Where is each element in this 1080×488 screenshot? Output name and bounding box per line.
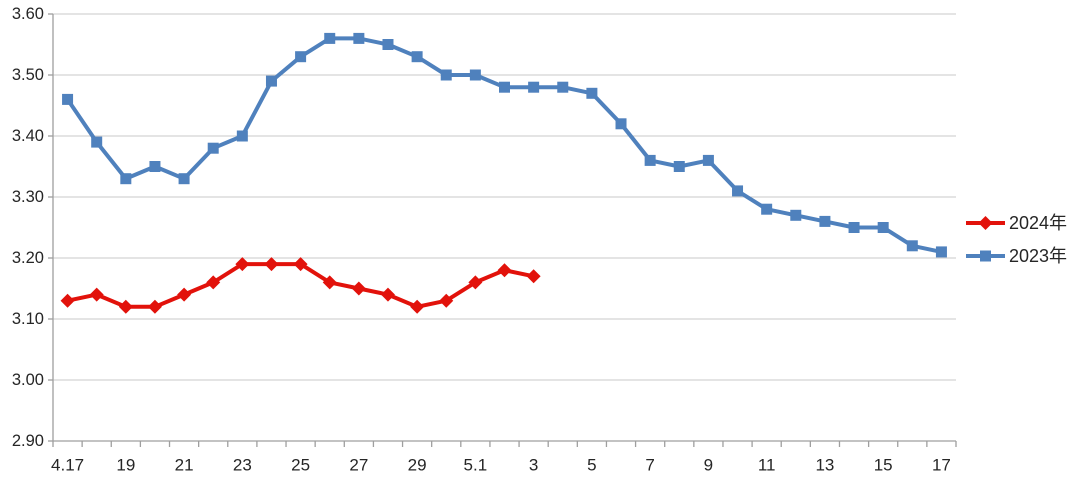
data-point-marker [207, 142, 219, 154]
data-point-marker [235, 257, 250, 272]
data-point-marker [147, 299, 162, 314]
data-point-marker [91, 136, 103, 148]
x-axis-labels: 4.17 19 21 23 25 27 29 5.1 3 5 7 9 11 13 15 17 [51, 456, 951, 475]
y-axis-label: 3.50 [12, 66, 44, 84]
data-point-marker [206, 275, 221, 290]
data-point-marker [382, 39, 394, 50]
legend-label-2023: 2023年 [1009, 246, 1067, 266]
data-point-marker [557, 81, 569, 93]
data-point-marker [295, 51, 307, 63]
y-axis-label: 3.20 [12, 249, 44, 267]
data-point-marker [293, 257, 308, 272]
x-axis-label: 25 [291, 456, 310, 475]
data-point-marker [819, 215, 831, 227]
series-2024 [60, 257, 541, 314]
data-point-marker [410, 299, 425, 314]
data-point-marker [60, 293, 75, 308]
x-axis-label: 7 [645, 456, 654, 475]
data-point-marker [906, 240, 918, 252]
data-point-marker [440, 69, 452, 81]
series-2023 [62, 32, 947, 258]
x-axis-label: 4.17 [51, 456, 84, 475]
data-point-marker [673, 161, 685, 172]
data-point-marker [177, 287, 192, 302]
y-axis-label: 2.90 [12, 432, 44, 450]
data-point-marker [149, 161, 161, 172]
data-point-marker [497, 263, 512, 278]
data-point-marker [439, 293, 454, 308]
x-axis-label: 9 [704, 456, 713, 475]
data-point-marker [120, 173, 132, 185]
data-point-marker [324, 32, 336, 44]
data-point-marker [586, 87, 598, 99]
x-axis-label: 29 [408, 456, 427, 475]
x-axis-label: 19 [116, 456, 135, 475]
y-axis-label: 3.40 [12, 127, 44, 145]
data-point-marker [877, 222, 889, 233]
data-point-marker [265, 75, 277, 87]
y-axis-label: 3.30 [12, 188, 44, 206]
x-axis-label: 23 [233, 456, 252, 475]
x-axis-label: 13 [815, 456, 834, 475]
axes [48, 13, 957, 447]
data-point-marker [89, 287, 104, 302]
y-axis-labels: 3.60 3.50 3.40 3.30 3.20 3.10 3.00 2.90 [12, 5, 44, 450]
y-axis-label: 3.60 [12, 5, 44, 23]
data-point-marker [62, 93, 74, 105]
x-axis-label: 5 [587, 456, 596, 475]
data-point-marker [761, 203, 773, 215]
data-point-marker [790, 209, 802, 221]
x-axis-label: 27 [349, 456, 368, 475]
data-point-marker [848, 222, 860, 233]
data-point-marker [702, 154, 714, 166]
data-point-marker [615, 118, 627, 130]
x-axis-label: 21 [175, 456, 194, 475]
x-axis-label: 17 [932, 456, 951, 475]
data-point-marker [236, 130, 248, 142]
x-axis-label: 5.1 [464, 456, 488, 475]
data-point-marker [980, 250, 991, 262]
data-point-marker [411, 51, 423, 63]
data-point-marker [468, 275, 483, 290]
data-point-marker [353, 32, 365, 44]
gridlines [53, 13, 956, 442]
legend-label-2024: 2024年 [1009, 213, 1067, 233]
data-point-marker [178, 173, 190, 185]
legend-item-2023: 2023年 [966, 246, 1067, 266]
data-point-marker [528, 81, 540, 93]
data-point-marker [978, 216, 993, 230]
x-axis-label: 3 [529, 456, 538, 475]
x-axis-label: 11 [758, 456, 776, 475]
data-point-marker [499, 81, 510, 93]
data-point-marker [935, 246, 947, 258]
data-point-marker [644, 154, 656, 166]
data-point-marker [264, 257, 279, 272]
data-point-marker [732, 185, 744, 197]
legend: 2024年 2023年 [966, 213, 1067, 266]
data-point-marker [380, 287, 395, 302]
y-axis-label: 3.10 [12, 310, 44, 328]
data-point-marker [469, 69, 481, 81]
x-axis-label: 15 [874, 456, 893, 475]
data-point-marker [351, 281, 366, 296]
legend-item-2024: 2024年 [966, 213, 1067, 233]
data-point-marker [118, 299, 133, 314]
series-2023-line [65, 36, 944, 254]
y-axis-label: 3.00 [12, 371, 44, 389]
data-point-marker [322, 275, 337, 290]
data-point-marker [526, 269, 541, 284]
